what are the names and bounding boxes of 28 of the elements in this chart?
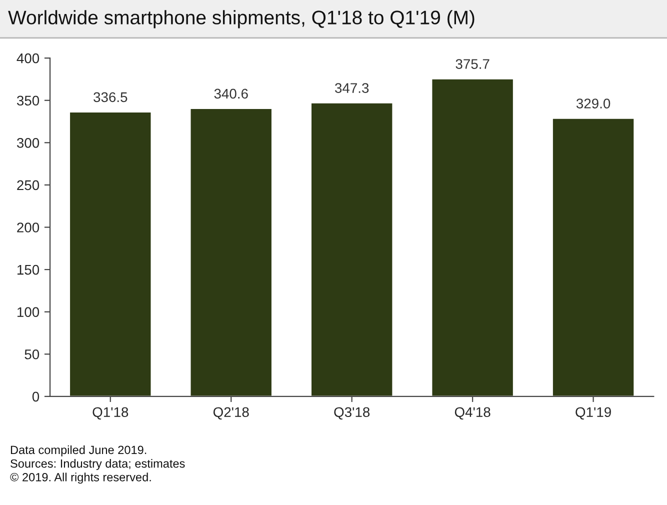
y-tick-label: 300 — [16, 138, 40, 148]
x-tick-label: Q3'18 — [334, 407, 370, 420]
bar — [310, 102, 394, 396]
bar — [189, 108, 273, 396]
data-label: 336.5 — [94, 92, 128, 102]
bar — [68, 111, 152, 396]
y-tick-label: 0 — [32, 392, 40, 402]
x-tick-label: Q4'18 — [454, 407, 490, 420]
x-tick-label: Q1'19 — [576, 407, 611, 420]
bar — [552, 117, 636, 396]
text: Data compiled June 2019. — [10, 445, 146, 456]
data-label: 347.3 — [334, 83, 369, 93]
y-tick-label: 150 — [17, 264, 40, 275]
y-tick-label: 50 — [24, 349, 40, 360]
y-tick-label: 250 — [17, 180, 40, 190]
x-tick-label: Q1'18 — [92, 407, 128, 420]
y-tick-label: 100 — [17, 307, 40, 318]
source-note: Sources: Industry data; estimates — [10, 459, 185, 470]
x-tick-label: Q2'18 — [213, 407, 249, 420]
data-label: 375.7 — [456, 59, 490, 69]
data-label: 340.6 — [214, 88, 248, 99]
y-tick-label: 200 — [17, 222, 40, 232]
y-tick-label: 350 — [16, 96, 40, 106]
y-tick-label: 400 — [16, 53, 40, 64]
bar — [430, 78, 514, 396]
data-label: 329.0 — [576, 98, 610, 108]
text: © 2019. All rights reserved. — [10, 472, 151, 484]
chart-title: Worldwide smartphone shipments, Q1'18 to Q1'19 (M) — [8, 10, 474, 28]
